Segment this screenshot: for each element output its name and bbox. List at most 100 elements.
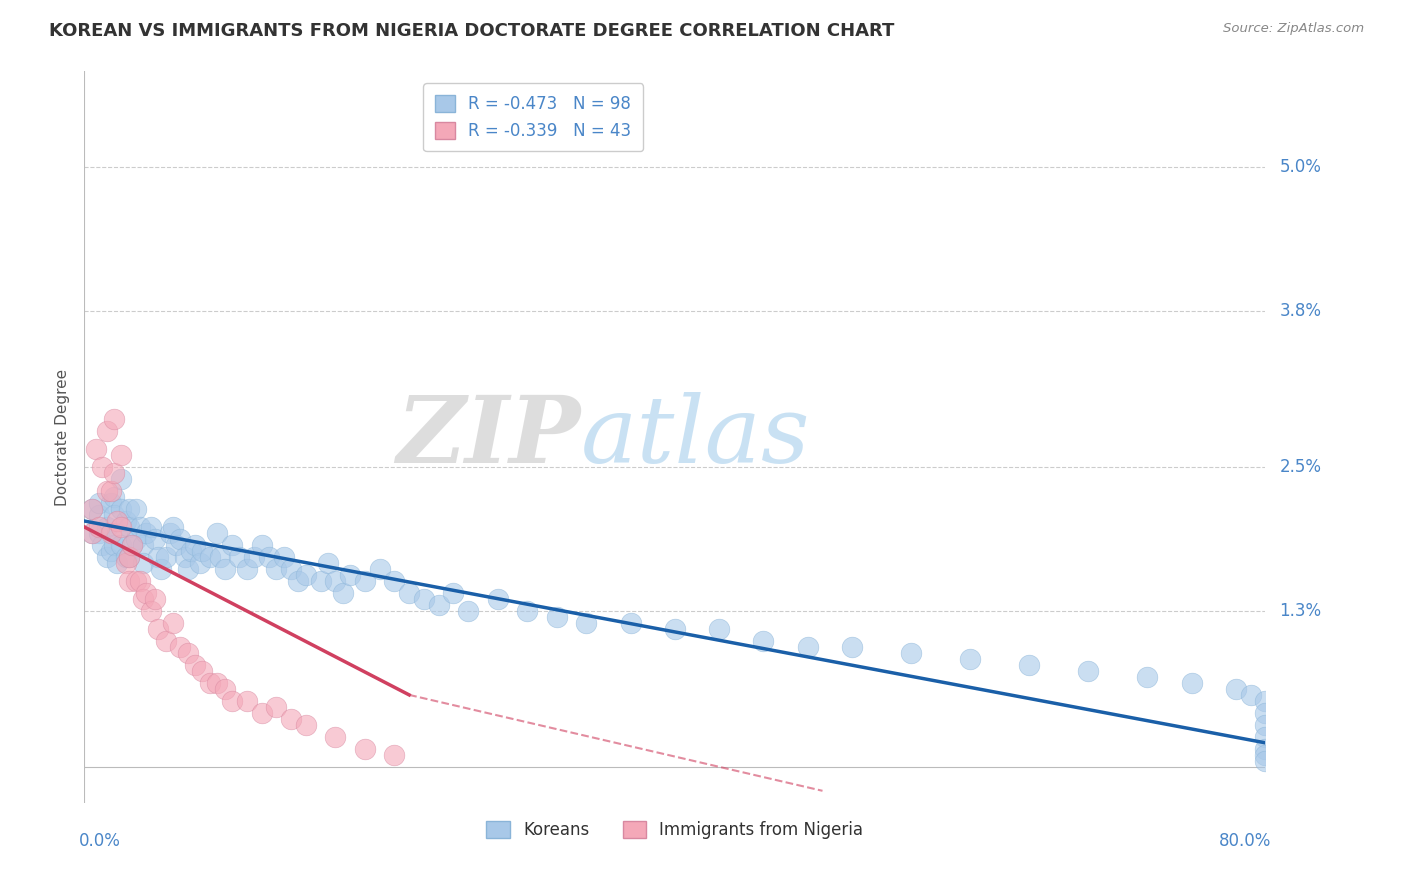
Point bbox=[118, 520, 141, 534]
Point bbox=[165, 538, 187, 552]
Point bbox=[103, 538, 125, 552]
Point bbox=[114, 549, 136, 564]
Point bbox=[709, 622, 731, 636]
Point bbox=[91, 538, 114, 552]
Point bbox=[125, 574, 148, 588]
Point bbox=[280, 712, 302, 726]
Point bbox=[169, 532, 191, 546]
Point bbox=[620, 615, 643, 630]
Point bbox=[368, 562, 391, 576]
Point bbox=[148, 549, 170, 564]
Point bbox=[132, 538, 155, 552]
Point bbox=[1225, 681, 1247, 696]
Point bbox=[143, 532, 166, 546]
Point bbox=[354, 574, 377, 588]
Point bbox=[155, 549, 177, 564]
Point bbox=[236, 562, 259, 576]
Point bbox=[1254, 718, 1277, 732]
Point bbox=[188, 556, 211, 570]
Point bbox=[664, 622, 686, 636]
Point bbox=[110, 472, 132, 486]
Point bbox=[207, 526, 229, 541]
Point bbox=[309, 574, 332, 588]
Point bbox=[295, 718, 318, 732]
Point bbox=[221, 538, 243, 552]
Point bbox=[87, 520, 111, 534]
Point bbox=[1240, 688, 1263, 702]
Point bbox=[96, 520, 118, 534]
Point bbox=[1254, 694, 1277, 708]
Point bbox=[118, 574, 141, 588]
Text: 5.0%: 5.0% bbox=[1279, 158, 1322, 177]
Point bbox=[118, 502, 141, 516]
Point bbox=[87, 508, 111, 522]
Point bbox=[162, 520, 184, 534]
Point bbox=[177, 646, 200, 660]
Point bbox=[191, 544, 214, 558]
Point bbox=[1077, 664, 1099, 678]
Point bbox=[80, 526, 103, 541]
Point bbox=[91, 460, 114, 475]
Point bbox=[80, 526, 103, 541]
Point bbox=[100, 544, 122, 558]
Point bbox=[100, 483, 122, 498]
Point bbox=[105, 526, 128, 541]
Point bbox=[427, 598, 450, 612]
Point bbox=[413, 591, 436, 606]
Point bbox=[132, 556, 155, 570]
Point bbox=[841, 640, 863, 654]
Point bbox=[87, 496, 111, 510]
Point bbox=[546, 610, 568, 624]
Point bbox=[118, 549, 141, 564]
Point bbox=[214, 562, 236, 576]
Point bbox=[103, 466, 125, 480]
Text: Source: ZipAtlas.com: Source: ZipAtlas.com bbox=[1223, 22, 1364, 36]
Point bbox=[103, 490, 125, 504]
Point bbox=[121, 538, 143, 552]
Point bbox=[143, 591, 166, 606]
Point bbox=[325, 574, 347, 588]
Point bbox=[110, 448, 132, 462]
Point bbox=[332, 586, 354, 600]
Point bbox=[382, 574, 406, 588]
Text: 0.0%: 0.0% bbox=[79, 832, 121, 850]
Point bbox=[797, 640, 820, 654]
Point bbox=[382, 747, 406, 762]
Point bbox=[1254, 747, 1277, 762]
Point bbox=[1254, 742, 1277, 756]
Text: atlas: atlas bbox=[581, 392, 810, 482]
Point bbox=[752, 634, 775, 648]
Point bbox=[354, 742, 377, 756]
Point bbox=[198, 676, 221, 690]
Point bbox=[180, 544, 202, 558]
Point bbox=[150, 562, 173, 576]
Point bbox=[105, 556, 128, 570]
Point bbox=[103, 508, 125, 522]
Text: 2.5%: 2.5% bbox=[1279, 458, 1322, 476]
Point bbox=[155, 634, 177, 648]
Point bbox=[125, 532, 148, 546]
Point bbox=[257, 549, 280, 564]
Point bbox=[1018, 657, 1040, 672]
Point bbox=[1254, 730, 1277, 744]
Point bbox=[110, 520, 132, 534]
Point bbox=[221, 694, 243, 708]
Point bbox=[135, 586, 157, 600]
Point bbox=[266, 699, 288, 714]
Point bbox=[1136, 670, 1159, 684]
Text: 1.3%: 1.3% bbox=[1279, 602, 1322, 620]
Point bbox=[250, 706, 273, 720]
Y-axis label: Doctorate Degree: Doctorate Degree bbox=[55, 368, 70, 506]
Point bbox=[457, 604, 479, 618]
Point bbox=[162, 615, 184, 630]
Point bbox=[139, 520, 162, 534]
Point bbox=[129, 574, 152, 588]
Point bbox=[100, 496, 122, 510]
Point bbox=[295, 568, 318, 582]
Point bbox=[96, 549, 118, 564]
Point bbox=[173, 549, 195, 564]
Point bbox=[207, 676, 229, 690]
Point bbox=[1254, 754, 1277, 768]
Point bbox=[191, 664, 214, 678]
Point bbox=[121, 538, 143, 552]
